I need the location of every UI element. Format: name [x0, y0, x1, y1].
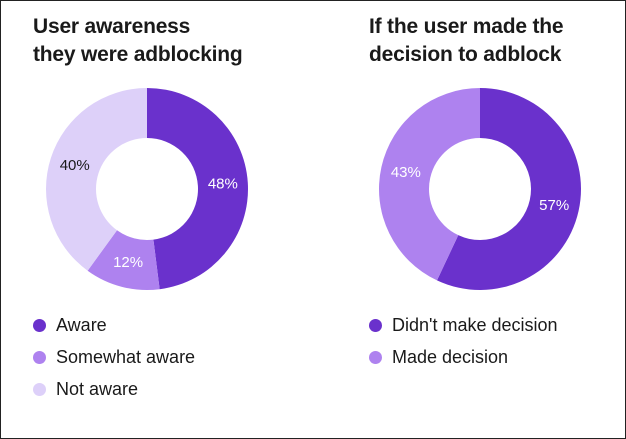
slice-aware [147, 88, 249, 290]
legend-swatch-not-aware [33, 382, 46, 396]
legend-item-made-decision: Made decision [369, 341, 558, 373]
awareness-legend: Aware Somewhat aware Not aware [33, 309, 195, 405]
legend-label-not-aware: Not aware [56, 378, 139, 399]
slice-label-aware: 48% [208, 176, 238, 193]
legend-label-aware: Aware [56, 314, 107, 335]
legend-swatch-made-decision [369, 350, 382, 364]
decision-donut-chart: 57% 43% [379, 87, 581, 290]
awareness-chart-title: User awareness they were adblocking [33, 13, 243, 69]
slice-made-decision [379, 87, 480, 281]
slice-label-didn-t-make-decision: 57% [539, 197, 569, 214]
legend-swatch-somewhat-aware [33, 350, 46, 364]
legend-item-didnt-make-decision: Didn't make decision [369, 309, 558, 341]
slice-label-made-decision: 43% [391, 164, 421, 181]
awareness-donut-chart: 48% 12% 40% [46, 88, 249, 290]
slice-not-aware [46, 88, 147, 271]
legend-swatch-aware [33, 318, 46, 332]
slice-somewhat-aware [87, 230, 160, 290]
decision-chart-title: If the user made the decision to adblock [369, 13, 564, 69]
awareness-title-line-1: User awareness [33, 15, 191, 38]
legend-swatch-didnt-make-decision [369, 318, 382, 332]
legend-label-made-decision: Made decision [392, 346, 509, 367]
decision-legend: Didn't make decision Made decision [369, 309, 558, 373]
legend-item-somewhat-aware: Somewhat aware [33, 341, 195, 373]
legend-item-not-aware: Not aware [33, 373, 195, 405]
decision-title-line-2: decision to adblock [369, 43, 562, 66]
slice-label-somewhat-aware: 12% [113, 254, 143, 271]
slice-label-not-aware: 40% [60, 157, 90, 174]
legend-item-aware: Aware [33, 309, 195, 341]
awareness-title-line-2: they were adblocking [33, 43, 243, 66]
legend-label-somewhat-aware: Somewhat aware [56, 346, 196, 367]
legend-label-didnt-make-decision: Didn't make decision [392, 314, 558, 335]
decision-title-line-1: If the user made the [369, 15, 564, 38]
slice-didn-t-make-decision [436, 88, 581, 290]
